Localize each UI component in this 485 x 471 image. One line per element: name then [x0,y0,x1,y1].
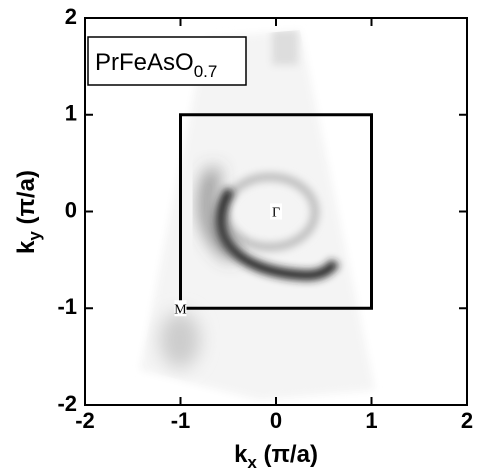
x-tick-label: -1 [171,408,191,433]
x-axis-label: kx (π/a) [234,441,318,471]
point-label: Γ [272,206,280,221]
annotation: PrFeAsO0.7 [95,49,217,81]
x-tick-label: -2 [75,408,95,433]
point-label: M [174,302,187,317]
point-marker [270,203,282,220]
y-axis-label: ky (π/a) [13,170,44,254]
y-tick-label: 2 [65,4,77,29]
y-tick-label: 0 [65,197,77,222]
x-tick-label: 2 [461,408,473,433]
y-tick-label: -2 [57,391,77,416]
x-tick-label: 1 [365,408,377,433]
x-tick-label: 0 [270,408,282,433]
brillouin-zone [179,113,373,310]
point-marker [174,300,187,317]
y-tick-label: 1 [65,101,77,126]
annotation-box [87,36,247,86]
y-tick-label: -1 [57,294,77,319]
